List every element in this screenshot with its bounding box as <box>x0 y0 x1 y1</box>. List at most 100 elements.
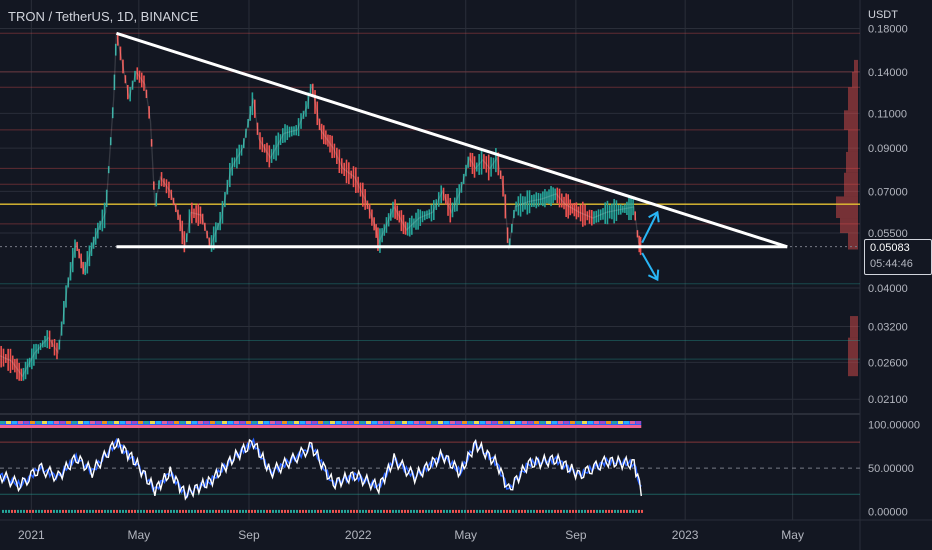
oscillator-histogram-bar <box>128 509 130 513</box>
oscillator-heat-cell <box>444 421 449 424</box>
oscillator-heat-cell <box>408 421 413 424</box>
oscillator-axis[interactable]: 100.00000 50.00000 0.00000 <box>868 420 920 519</box>
oscillator-heat-cell <box>324 421 329 424</box>
oscillator-histogram-bar <box>422 509 424 513</box>
oscillator-heat-cell <box>402 421 407 424</box>
oscillator-histogram-bar <box>92 509 94 513</box>
oscillator-histogram-bar <box>281 509 283 513</box>
oscillator-histogram-bar <box>47 509 49 513</box>
volume-profile-bar <box>844 172 858 197</box>
oscillator-histogram-bar <box>557 509 559 513</box>
oscillator-histogram-bar <box>209 509 211 513</box>
oscillator-heat-cell <box>438 421 443 424</box>
oscillator-heat-cell <box>498 421 503 424</box>
oscillator-histogram-bar <box>368 509 370 513</box>
oscillator-histogram-bar <box>539 509 541 513</box>
oscillator-histogram-bar <box>482 509 484 513</box>
oscillator-heat-cell <box>516 421 521 424</box>
oscillator-heat-cell <box>258 421 263 424</box>
oscillator-histogram-bar <box>107 509 109 513</box>
oscillator-histogram-bar <box>59 509 61 513</box>
oscillator-histogram-bar <box>380 509 382 513</box>
oscillator-histogram-bar <box>83 509 85 513</box>
currency-label: USDT <box>868 9 898 21</box>
oscillator-heat-cell <box>294 421 299 424</box>
oscillator-histogram-bar <box>572 509 574 513</box>
oscillator-histogram-bar <box>320 509 322 513</box>
oscillator-tick-label: 100.00000 <box>868 420 920 432</box>
oscillator-histogram-bar <box>536 509 538 513</box>
oscillator-histogram-bar <box>26 509 28 513</box>
oscillator-histogram-bar <box>143 509 145 513</box>
oscillator-histogram-bar <box>440 509 442 513</box>
pane-separator[interactable] <box>0 0 861 550</box>
oscillator-histogram-bar <box>173 509 175 513</box>
oscillator-heat-cell <box>348 421 353 424</box>
oscillator-histogram-bar <box>629 509 631 513</box>
oscillator-histogram-bar <box>491 509 493 513</box>
time-axis[interactable]: 2021 May Sep 2022 May Sep 2023 May <box>0 519 932 542</box>
oscillator-histogram-bar <box>623 509 625 513</box>
oscillator-histogram-bar <box>236 509 238 513</box>
oscillator-histogram-bar <box>596 509 598 513</box>
oscillator-heat-cell <box>552 421 557 424</box>
oscillator-histogram-bar <box>116 509 118 513</box>
oscillator-histogram-bar <box>377 509 379 513</box>
oscillator-histogram-bar <box>86 509 88 513</box>
oscillator-heat-cell <box>0 421 5 424</box>
oscillator-histogram-bar <box>176 509 178 513</box>
oscillator-heat-cell <box>216 421 221 424</box>
oscillator-heat-cell <box>78 421 83 424</box>
oscillator-histogram-bar <box>212 509 214 513</box>
oscillator-heat-cell <box>480 421 485 424</box>
oscillator-histogram-bar <box>599 509 601 513</box>
price-tick-label: 0.07000 <box>868 186 908 198</box>
oscillator-heat-cell <box>198 421 203 424</box>
oscillator-histogram-bar <box>158 509 160 513</box>
oscillator-histogram-bar <box>260 509 262 513</box>
oscillator-histogram-bar <box>185 509 187 513</box>
oscillator-heat-cell <box>72 421 77 424</box>
time-tick-label: May <box>127 528 150 542</box>
oscillator-histogram-bar <box>248 509 250 513</box>
time-tick-label: Sep <box>565 528 587 542</box>
oscillator-heat-cell <box>522 421 527 424</box>
oscillator-histogram-bar <box>17 509 19 513</box>
price-tick-label: 0.05500 <box>868 228 908 240</box>
oscillator-histogram-bar <box>206 509 208 513</box>
price-axis[interactable]: 0.18000 0.14000 0.11000 0.09000 0.07000 0.055… <box>868 23 908 406</box>
oscillator-histogram-bar <box>506 509 508 513</box>
symbol-title[interactable]: TRON / TetherUS, 1D, BINANCE <box>8 9 199 24</box>
oscillator-heat-cell <box>534 421 539 424</box>
oscillator-histogram-bar <box>407 509 409 513</box>
oscillator-histogram-bar <box>560 509 562 513</box>
volume-profile-bar <box>848 129 858 152</box>
oscillator-histogram-bar <box>365 509 367 513</box>
oscillator-histogram-bar <box>263 509 265 513</box>
bar-countdown: 05:44:46 <box>870 257 913 270</box>
oscillator-histogram-bar <box>314 509 316 513</box>
oscillator-histogram-bar <box>428 509 430 513</box>
oscillator-histogram-bar <box>605 509 607 513</box>
oscillator-histogram-bar <box>230 509 232 513</box>
oscillator-histogram-bar <box>146 509 148 513</box>
oscillator-heat-cell <box>372 421 377 424</box>
oscillator-heat-cell <box>174 421 179 424</box>
oscillator-histogram-bar <box>503 509 505 513</box>
descending-trendline <box>115 31 788 249</box>
oscillator-histogram-bar <box>635 509 637 513</box>
oscillator-histogram-bar <box>509 509 511 513</box>
oscillator-histogram-bar <box>35 509 37 513</box>
oscillator-histogram-bar <box>470 509 472 513</box>
oscillator-histogram-bar <box>401 509 403 513</box>
oscillator-histogram-bar <box>398 509 400 513</box>
drawing-tools[interactable] <box>115 31 788 282</box>
oscillator-histogram-bar <box>110 509 112 513</box>
oscillator-histogram-bar <box>575 509 577 513</box>
oscillator-histogram-bar <box>302 509 304 513</box>
arrow-up-head <box>648 210 660 223</box>
oscillator-histogram-bar <box>425 509 427 513</box>
oscillator-histogram-bar <box>488 509 490 513</box>
oscillator-histogram-bar <box>410 509 412 513</box>
